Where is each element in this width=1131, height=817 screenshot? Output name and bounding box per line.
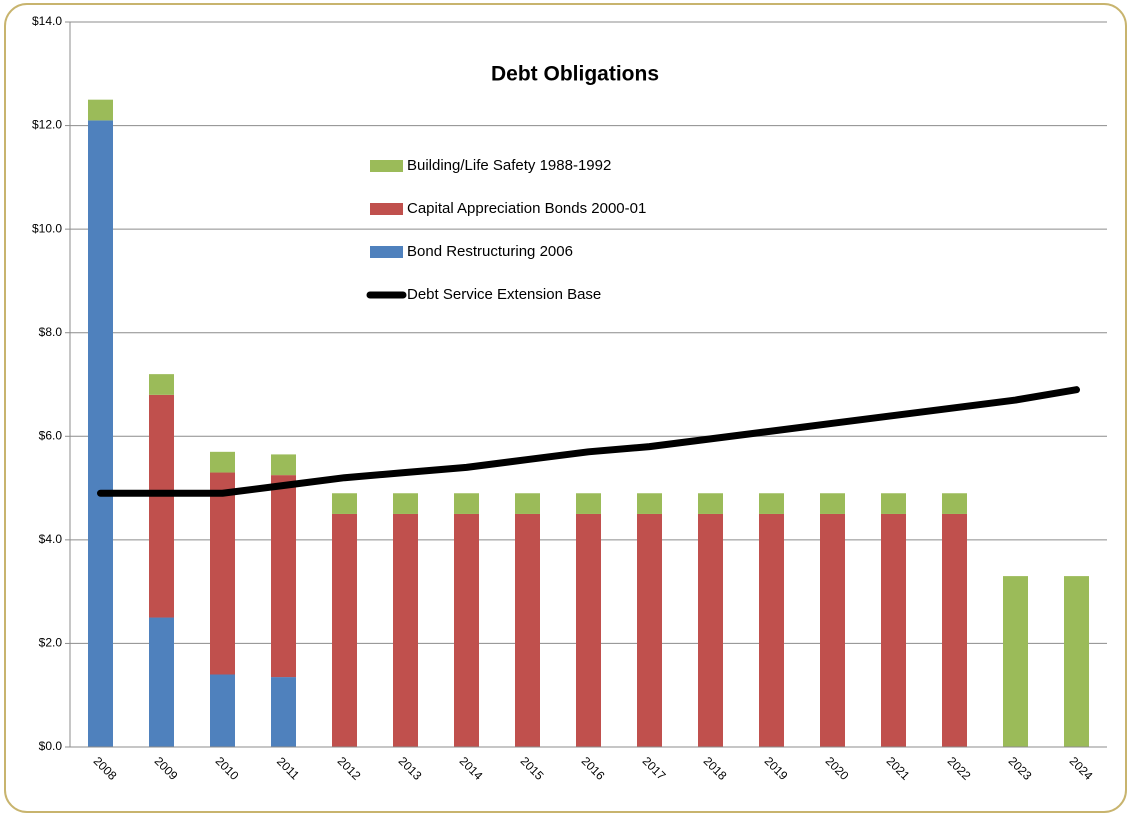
bar-segment bbox=[515, 493, 540, 514]
bar-segment bbox=[149, 374, 174, 395]
bar-segment bbox=[210, 674, 235, 747]
bar-segment bbox=[576, 493, 601, 514]
bar-segment bbox=[759, 513, 784, 747]
bar-segment bbox=[698, 493, 723, 514]
bar-segment bbox=[271, 454, 296, 476]
legend-label: Capital Appreciation Bonds 2000-01 bbox=[407, 200, 646, 217]
bar-segment bbox=[210, 472, 235, 675]
y-tick-label: $4.0 bbox=[39, 532, 63, 546]
bar-segment bbox=[149, 617, 174, 747]
bar-segment bbox=[271, 677, 296, 747]
bar-segment bbox=[332, 513, 357, 747]
bar-segment bbox=[332, 493, 357, 514]
y-tick-label: $8.0 bbox=[39, 325, 63, 339]
legend-swatch bbox=[370, 246, 403, 258]
bar-segment bbox=[820, 513, 845, 747]
bar-segment bbox=[881, 513, 906, 747]
bar-segment bbox=[210, 451, 235, 473]
bar-segment bbox=[637, 513, 662, 747]
bar-segment bbox=[698, 513, 723, 747]
bar-segment bbox=[881, 493, 906, 514]
y-tick-label: $14.0 bbox=[32, 14, 62, 28]
legend-label: Debt Service Extension Base bbox=[407, 286, 601, 303]
bar-segment bbox=[88, 99, 113, 121]
bar-segment bbox=[515, 513, 540, 747]
bar-segment bbox=[1064, 576, 1089, 747]
bar-segment bbox=[454, 513, 479, 747]
bar-segment bbox=[942, 513, 967, 747]
legend-label: Bond Restructuring 2006 bbox=[407, 243, 573, 260]
legend-swatch bbox=[370, 203, 403, 215]
chart-title: Debt Obligations bbox=[491, 63, 659, 86]
bar-segment bbox=[149, 394, 174, 618]
bar-segment bbox=[637, 493, 662, 514]
bar-segment bbox=[271, 475, 296, 678]
bar-segment bbox=[393, 493, 418, 514]
bar-segment bbox=[820, 493, 845, 514]
bar-segment bbox=[454, 493, 479, 514]
bar-segment bbox=[393, 513, 418, 747]
bar-segment bbox=[759, 493, 784, 514]
y-tick-label: $6.0 bbox=[39, 428, 63, 442]
bar-segment bbox=[576, 513, 601, 747]
bar-segment bbox=[1003, 576, 1028, 747]
bar-segment bbox=[942, 493, 967, 514]
y-tick-label: $2.0 bbox=[39, 636, 63, 650]
y-tick-label: $10.0 bbox=[32, 221, 62, 235]
y-tick-label: $0.0 bbox=[39, 739, 63, 753]
y-tick-label: $12.0 bbox=[32, 118, 62, 132]
line-series bbox=[97, 386, 1080, 497]
legend-label: Building/Life Safety 1988-1992 bbox=[407, 157, 611, 174]
bar-segment bbox=[88, 120, 113, 747]
legend-swatch bbox=[370, 160, 403, 172]
